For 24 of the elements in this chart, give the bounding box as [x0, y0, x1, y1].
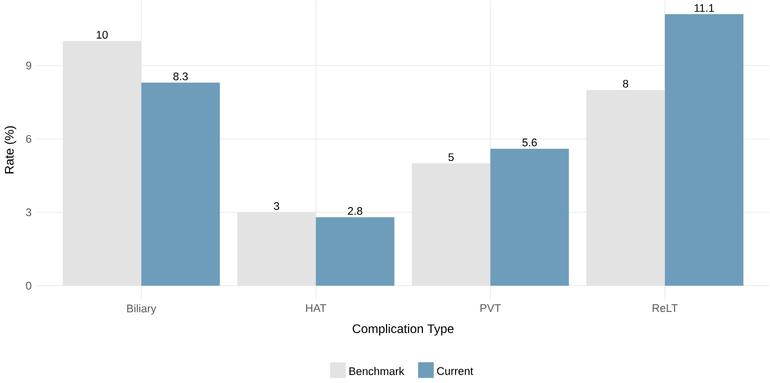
- x-tick-label: Biliary: [127, 304, 156, 315]
- data-label: 3: [274, 202, 280, 210]
- data-label: 2.8: [348, 207, 362, 216]
- bar: [664, 14, 744, 286]
- data-label: 5.6: [522, 138, 537, 147]
- x-axis-title: Complication Type: [352, 324, 454, 336]
- bar: [141, 82, 220, 286]
- bar: [490, 148, 569, 286]
- y-tick-label: 9: [26, 62, 32, 70]
- x-tick-label: ReLT: [652, 304, 678, 312]
- data-label: 8.3: [173, 72, 188, 81]
- y-tick-label: 6: [26, 135, 32, 144]
- data-label: 11.1: [694, 4, 714, 12]
- legend-label: Current: [437, 367, 474, 376]
- y-tick-label: 0: [26, 282, 32, 290]
- data-label: 8: [623, 80, 628, 88]
- bar: [316, 217, 394, 286]
- x-tick-label: PVT: [480, 304, 501, 312]
- data-label: 5: [448, 154, 454, 162]
- x-tick-label: HAT: [306, 304, 326, 312]
- legend-label: Benchmark: [349, 367, 404, 376]
- data-label: 10: [96, 31, 108, 39]
- y-axis-title: Rate (%): [4, 126, 16, 174]
- y-tick-label: 3: [26, 208, 32, 216]
